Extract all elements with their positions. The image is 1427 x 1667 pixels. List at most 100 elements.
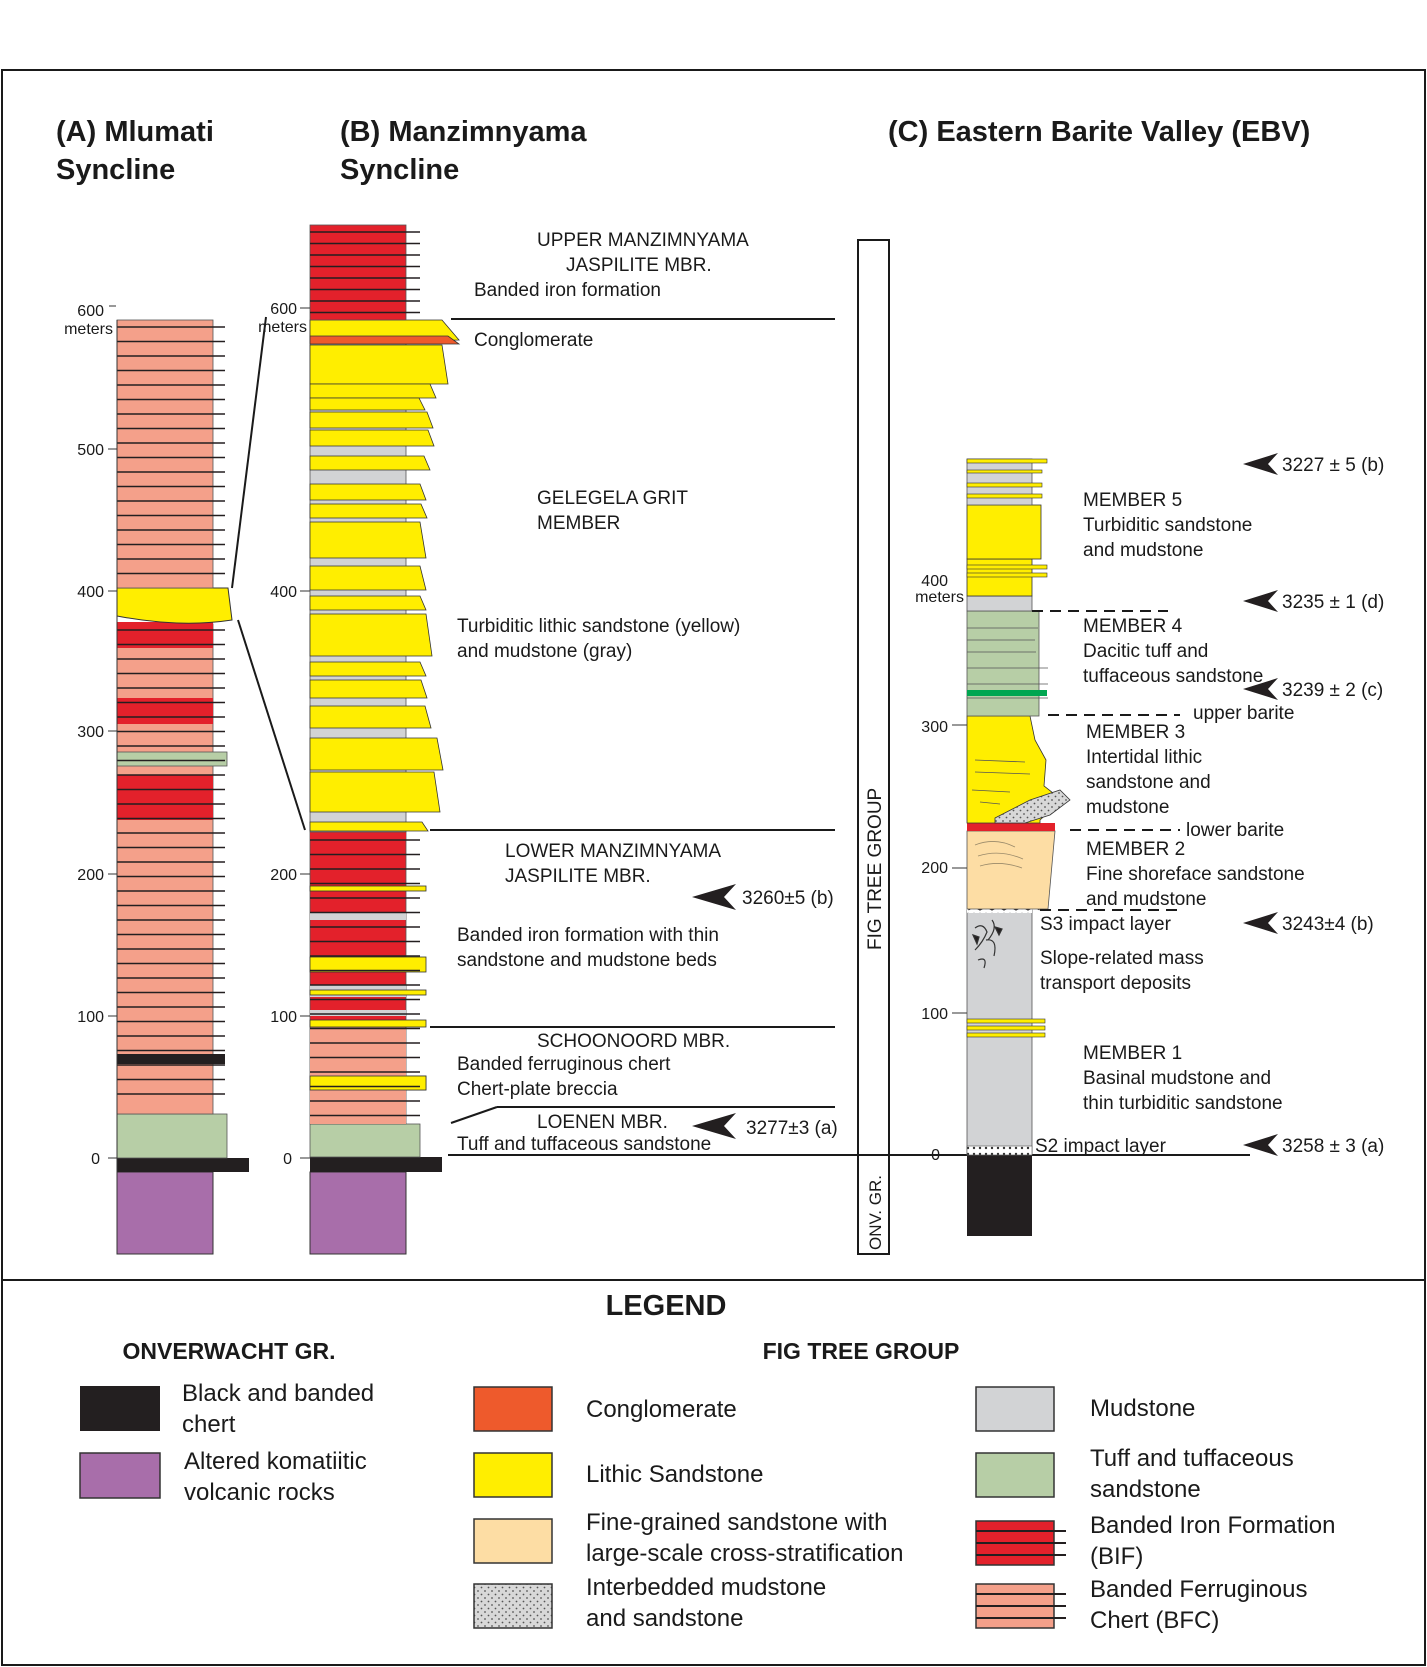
b-meters-label: meters: [258, 319, 307, 336]
column-a-bif-1: [117, 775, 213, 820]
column-c-sandstone-m5: [966, 504, 1042, 560]
column-b-bif-upper: [309, 224, 407, 321]
legend-swatch-conglomerate: [473, 1386, 553, 1432]
title-b-line2: Syncline: [340, 154, 459, 186]
c-age-arrow-1: [1243, 453, 1278, 475]
legend-chert-line2: chert: [182, 1411, 236, 1438]
c-age-4: 3243±4 (b): [1282, 914, 1374, 935]
c-age-3: 3239 ± 2 (c): [1282, 680, 1383, 701]
column-b-sand-lower-2: [309, 1019, 427, 1028]
c-age-arrow-4: [1243, 912, 1278, 934]
c-meters-label: meters: [915, 589, 964, 606]
column-a-tuff-band: [116, 751, 228, 767]
column-b-banding: [310, 231, 420, 1117]
legend-interbedded-line1: Interbedded mudstone: [586, 1574, 826, 1601]
b-gelegela-line2: MEMBER: [537, 513, 620, 534]
column-a-chert: [117, 1158, 249, 1172]
legend-komatiite-line2: volcanic rocks: [184, 1479, 335, 1506]
a-tick-300: 300: [77, 724, 104, 741]
c-tick-300: 300: [921, 719, 948, 736]
column-b-sandstone-bed: [309, 455, 431, 471]
column-b-sandstones: [309, 344, 449, 832]
c-m2-line2: Fine shoreface sandstone: [1086, 864, 1305, 885]
column-b-sandstone-bed: [309, 483, 427, 501]
column-b-sandstone-bed: [309, 613, 433, 657]
column-b-sandstone-bed: [309, 503, 428, 519]
b-tick-400: 400: [270, 584, 297, 601]
a-meters-label: meters: [64, 321, 113, 338]
c-m5-line1: MEMBER 5: [1083, 490, 1182, 511]
c-m4-line2: Dacitic tuff and: [1083, 641, 1208, 662]
column-b-sand-lower-1: [309, 956, 427, 973]
column-a-bfc-lower: [116, 623, 214, 1115]
legend-mudstone: Mudstone: [1090, 1395, 1195, 1422]
b-tick-600: 600: [270, 301, 297, 318]
b-boundary-loenen-slant: [450, 1106, 498, 1124]
c-slope-line1: Slope-related mass: [1040, 948, 1204, 969]
onv-group-label: ONV. GR.: [866, 1175, 885, 1250]
column-b-sandstone-bed: [309, 383, 437, 399]
column-a-bfc-upper: [116, 319, 214, 589]
c-age-arrow-2: [1243, 590, 1278, 612]
column-b-sandstone-bed: [309, 821, 429, 832]
column-b-chert: [310, 1157, 442, 1172]
column-c-labels: MEMBER 5 Turbiditic sandstone and mudsto…: [1035, 453, 1384, 1157]
c-m5-line3: and mudstone: [1083, 540, 1203, 561]
legend-lithic-sandstone: Lithic Sandstone: [586, 1461, 763, 1488]
fig-tree-group-label: FIG TREE GROUP: [865, 788, 886, 950]
legend-fine-line1: Fine-grained sandstone with: [586, 1509, 888, 1536]
column-a-banding: [117, 326, 225, 1095]
c-m2-line3: and mudstone: [1086, 889, 1206, 910]
column-b: [309, 224, 461, 1255]
column-c-interbedded-m3: [994, 789, 1071, 824]
legend-swatch-interbedded: [473, 1583, 553, 1629]
c-m3-line4: mudstone: [1086, 797, 1169, 818]
a-tick-600: 600: [77, 303, 104, 320]
b-tick-0: 0: [283, 1151, 292, 1168]
title-c: (C) Eastern Barite Valley (EBV): [888, 116, 1310, 148]
column-c-chert: [967, 1155, 1032, 1236]
column-c-cross-strat: [974, 841, 1024, 869]
b-upper-mbr-line3: Banded iron formation: [474, 280, 661, 301]
column-a-sandstone: [116, 587, 233, 624]
column-b-sandstone-bed: [309, 397, 426, 411]
c-m3-line3: sandstone and: [1086, 772, 1211, 793]
legend-title: LEGEND: [606, 1290, 727, 1322]
legend-bfc-line2: Chert (BFC): [1090, 1607, 1219, 1634]
column-c-s3-impact: [967, 909, 1032, 913]
c-age-2: 3235 ± 1 (d): [1282, 592, 1384, 613]
b-lower-mbr-line1: LOWER MANZIMNYAMA: [505, 841, 721, 862]
legend: LEGEND ONVERWACHT GR. FIG TREE GROUP Bla…: [79, 1290, 1335, 1634]
column-b-sandstone-bed: [309, 565, 427, 591]
legend-komatiite-line1: Altered komatiitic: [184, 1448, 367, 1475]
column-b-komatiite: [309, 1171, 407, 1255]
correlation-line-bottom: [237, 619, 306, 831]
b-conglomerate-label: Conglomerate: [474, 330, 593, 351]
c-age-5: 3258 ± 3 (a): [1282, 1136, 1384, 1157]
c-m3-line2: Intertidal lithic: [1086, 747, 1202, 768]
b-age-arrow-1: [692, 884, 736, 910]
a-tick-0: 0: [91, 1151, 100, 1168]
column-a-komatiite: [116, 1171, 214, 1255]
title-a-line1: (A) Mlumati: [56, 116, 214, 148]
column-b-mud-lower-1: [310, 912, 406, 920]
figure-frame: [1, 69, 1426, 1666]
column-b-conglomerate: [309, 335, 461, 345]
legend-bif-line1: Banded Iron Formation: [1090, 1512, 1335, 1539]
column-c-tuff-m4: [966, 610, 1040, 717]
c-age-arrow-5: [1243, 1134, 1278, 1156]
legend-interbedded-line2: and sandstone: [586, 1605, 743, 1632]
column-c-fine-sandstone-m2: [966, 830, 1056, 910]
column-b-sandstone-bed: [309, 679, 428, 699]
c-s2-label: S2 impact layer: [1035, 1136, 1167, 1157]
fig-tree-group-bar: [857, 239, 890, 1255]
c-m2-line1: MEMBER 2: [1086, 839, 1185, 860]
b-tick-100: 100: [270, 1009, 297, 1026]
b-age-2: 3277±3 (a): [746, 1118, 838, 1139]
column-b-sandstone-bed: [309, 429, 435, 447]
column-c-green-tuff-band: [967, 690, 1047, 696]
b-schoonoord-line2: Banded ferruginous chert: [457, 1054, 671, 1075]
legend-figtree-heading: FIG TREE GROUP: [763, 1338, 960, 1364]
c-age-arrow-3: [1243, 678, 1278, 700]
